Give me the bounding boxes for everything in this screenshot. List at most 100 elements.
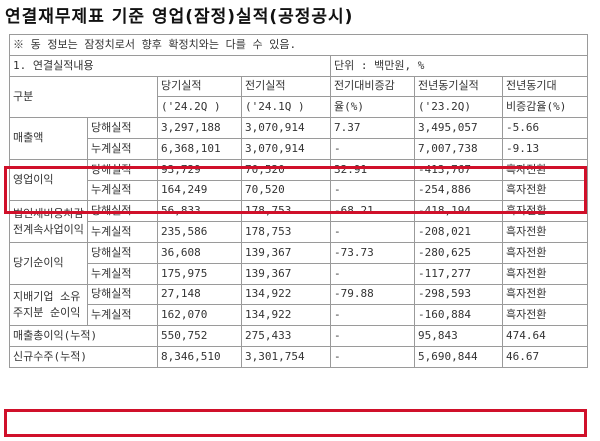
header-row-1: 구분 당기실적 전기실적 전기대비증감 전년동기실적 전년동기대 (9, 75, 588, 119)
table-row: 누계실적 175,975 139,367 - -117,277 흑자전환 (10, 262, 588, 285)
cell: -298,593 (414, 283, 503, 306)
cell: 3,301,754 (241, 345, 331, 368)
section-title: 1. 연결실적내용 (9, 54, 331, 77)
sub-label-cumulative: 누계실적 (87, 137, 158, 160)
cell: -68.21 (330, 200, 415, 223)
header-yoy-prev-period: ('23.2Q) (414, 96, 503, 119)
notice-row: ※ 동 정보는 잠정치로서 향후 확정치와는 다를 수 있음. (9, 34, 588, 56)
header-previous-period: ('24.1Q ) (241, 96, 331, 119)
header-category: 구분 (9, 75, 158, 119)
unit-label: 단위 : 백만원, % (330, 54, 588, 77)
sub-label-cumulative: 누계실적 (87, 304, 158, 327)
cell: -79.88 (330, 283, 415, 306)
header-row-2: ('24.2Q ) ('24.1Q ) 율(%) ('23.2Q) 비증감율(%… (10, 96, 588, 119)
cell: 95,843 (414, 325, 503, 347)
cell: -280,625 (414, 241, 503, 264)
cell: 139,367 (241, 262, 331, 285)
cell: 164,249 (157, 179, 242, 202)
header-qoq-bottom: 율(%) (330, 96, 415, 119)
cell: -208,021 (414, 221, 503, 243)
cell: 134,922 (241, 304, 331, 327)
cell: -9.13 (502, 137, 588, 160)
table-row: 누계실적 6,368,101 3,070,914 - 7,007,738 -9.… (10, 137, 588, 160)
table-row: 당기순이익 당해실적 36,608 139,367 -73.73 -280,62… (9, 241, 588, 285)
sub-label-cumulative: 누계실적 (87, 221, 158, 243)
table-row: 누계실적 164,249 70,520 - -254,886 흑자전환 (10, 179, 588, 202)
cell: -73.73 (330, 241, 415, 264)
cell: -5.66 (502, 117, 588, 139)
cell: 178,753 (241, 200, 331, 223)
cell: - (330, 345, 415, 368)
table-row: 신규수주(누적) 8,346,510 3,301,754 - 5,690,844… (9, 345, 588, 368)
cell: 550,752 (157, 325, 242, 347)
cell: 3,297,188 (157, 117, 242, 139)
cell: 3,070,914 (241, 137, 331, 160)
sub-label-current: 당해실적 (87, 117, 158, 139)
cell: - (330, 137, 415, 160)
cell: - (330, 179, 415, 202)
cell: -160,884 (414, 304, 503, 327)
row-label-orders: 신규수주(누적) (9, 345, 158, 368)
cell: 6,368,101 (157, 137, 242, 160)
sub-label-current: 당해실적 (87, 200, 158, 223)
cell: 흑자전환 (502, 283, 588, 306)
cell: 46.67 (502, 345, 588, 368)
table-row: 누계실적 162,070 134,922 - -160,884 흑자전환 (10, 304, 588, 327)
cell: 162,070 (157, 304, 242, 327)
cell: 70,520 (241, 179, 331, 202)
page-title: 연결재무제표 기준 영업(잠정)실적(공정공시) (5, 7, 354, 27)
cell: 36,608 (157, 241, 242, 264)
notice-text: ※ 동 정보는 잠정치로서 향후 확정치와는 다를 수 있음. (9, 34, 588, 56)
table-row: 영업이익 당해실적 93,729 70,520 32.91 -413,767 흑… (9, 158, 588, 202)
cell: 27,148 (157, 283, 242, 306)
row-label-net: 당기순이익 (9, 241, 88, 285)
cell: 275,433 (241, 325, 331, 347)
cell: 175,975 (157, 262, 242, 285)
cell: 32.91 (330, 158, 415, 181)
cell: -413,767 (414, 158, 503, 181)
cell: - (330, 221, 415, 243)
header-qoq-top: 전기대비증감 (330, 75, 415, 98)
header-previous: 전기실적 (241, 75, 331, 98)
table-row: 지배기업 소유주지분 순이익 당해실적 27,148 134,922 -79.8… (9, 283, 588, 327)
section-row: 1. 연결실적내용 단위 : 백만원, % (9, 54, 588, 77)
cell: 7,007,738 (414, 137, 503, 160)
cell: - (330, 304, 415, 327)
cell: -117,277 (414, 262, 503, 285)
cell: 178,753 (241, 221, 331, 243)
cell: -254,886 (414, 179, 503, 202)
sub-label-current: 당해실적 (87, 241, 158, 264)
row-label-pretax: 법인세비용차감전계속사업이익 (9, 200, 88, 243)
row-label-operating: 영업이익 (9, 158, 88, 202)
row-label-controlling: 지배기업 소유주지분 순이익 (9, 283, 88, 327)
cell: 흑자전환 (502, 221, 588, 243)
cell: 70,520 (241, 158, 331, 181)
cell: 56,833 (157, 200, 242, 223)
table-row: 누계실적 235,586 178,753 - -208,021 흑자전환 (10, 221, 588, 243)
header-yoy-prev: 전년동기실적 (414, 75, 503, 98)
cell: - (330, 262, 415, 285)
sub-label-cumulative: 누계실적 (87, 179, 158, 202)
cell: 7.37 (330, 117, 415, 139)
cell: 235,586 (157, 221, 242, 243)
cell: 흑자전환 (502, 241, 588, 264)
cell: - (330, 325, 415, 347)
table-row: 법인세비용차감전계속사업이익 당해실적 56,833 178,753 -68.2… (9, 200, 588, 243)
table-row: 매출총이익(누적) 550,752 275,433 - 95,843 474.6… (9, 325, 588, 347)
cell: -418,194 (414, 200, 503, 223)
cell: 흑자전환 (502, 262, 588, 285)
header-yoy-top: 전년동기대 (502, 75, 588, 98)
sub-label-cumulative: 누계실적 (87, 262, 158, 285)
header-current-period: ('24.2Q ) (157, 96, 242, 119)
row-label-gross: 매출총이익(누적) (9, 325, 158, 347)
cell: 134,922 (241, 283, 331, 306)
highlight-box-orders (4, 409, 587, 437)
cell: 3,070,914 (241, 117, 331, 139)
cell: 흑자전환 (502, 200, 588, 223)
cell: 8,346,510 (157, 345, 242, 368)
cell: 3,495,057 (414, 117, 503, 139)
earnings-table: ※ 동 정보는 잠정치로서 향후 확정치와는 다를 수 있음. 1. 연결실적내… (9, 34, 588, 368)
cell: 139,367 (241, 241, 331, 264)
cell: 5,690,844 (414, 345, 503, 368)
cell: 474.64 (502, 325, 588, 347)
